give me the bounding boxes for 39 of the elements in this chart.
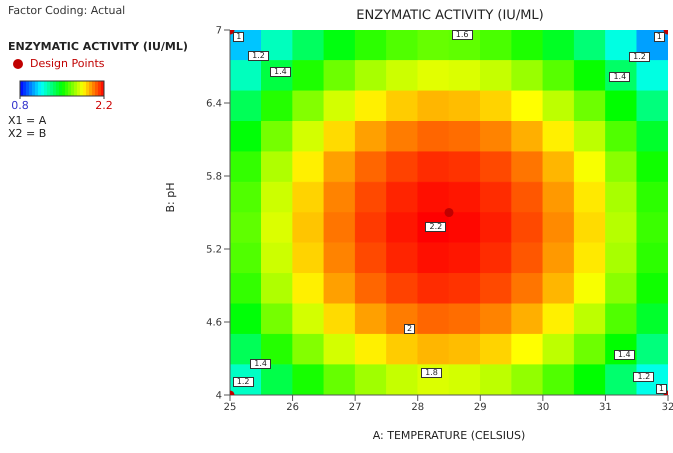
- x-tick-label: 26: [286, 402, 299, 414]
- x-tick-label: 30: [536, 402, 550, 414]
- annotation: 1.2: [248, 50, 269, 61]
- x-tick-label: 27: [348, 402, 362, 414]
- text: Factor Coding: Actual: [8, 4, 126, 17]
- x-tick-label: 31: [599, 402, 612, 414]
- legend-label: Design Points: [30, 57, 105, 70]
- annotation: 1: [656, 384, 667, 394]
- annotation: 1.4: [614, 350, 635, 360]
- y-tick-label: 4.6: [206, 318, 222, 329]
- annotation: 1: [654, 32, 665, 42]
- y-tick-label: 5.8: [206, 172, 222, 183]
- y-tick-label: 7: [216, 26, 222, 37]
- annotation: 1: [233, 32, 244, 42]
- y-axis-title: B: pH: [164, 182, 177, 212]
- color-bar-label: 0.8: [11, 99, 29, 112]
- text: X1 = A: [8, 114, 48, 127]
- text: X2 = B: [8, 127, 48, 140]
- annotation: 1.2: [629, 52, 650, 62]
- x-tick-label: 25: [224, 402, 236, 414]
- y-tick-label: 4: [216, 390, 222, 402]
- annotation: 1.2: [232, 377, 254, 388]
- x-tick-label: 28: [411, 402, 424, 414]
- annotation: 1.4: [250, 358, 272, 369]
- color-bar-label: 2.2: [95, 99, 113, 112]
- annotation: 1.2: [633, 372, 654, 382]
- annotation: 2.2: [425, 222, 446, 232]
- annotation: 1.8: [420, 368, 442, 378]
- x-tick-label: 32: [662, 402, 673, 414]
- y-tick-label: 6.4: [206, 98, 222, 110]
- annotation: 1.4: [609, 72, 630, 82]
- annotation: 1.4: [270, 66, 291, 77]
- x-tick-label: 29: [474, 402, 487, 414]
- legend-title: ENZYMATIC ACTIVITY (IU/ML): [8, 40, 188, 53]
- annotation: 1.6: [452, 30, 473, 40]
- x-axis-title: A: TEMPERATURE (CELSIUS): [372, 429, 526, 442]
- annotation: 2: [404, 324, 416, 334]
- y-tick-label: 5.2: [206, 244, 222, 256]
- chart-title: ENZYMATIC ACTIVITY (IU/ML): [355, 8, 545, 23]
